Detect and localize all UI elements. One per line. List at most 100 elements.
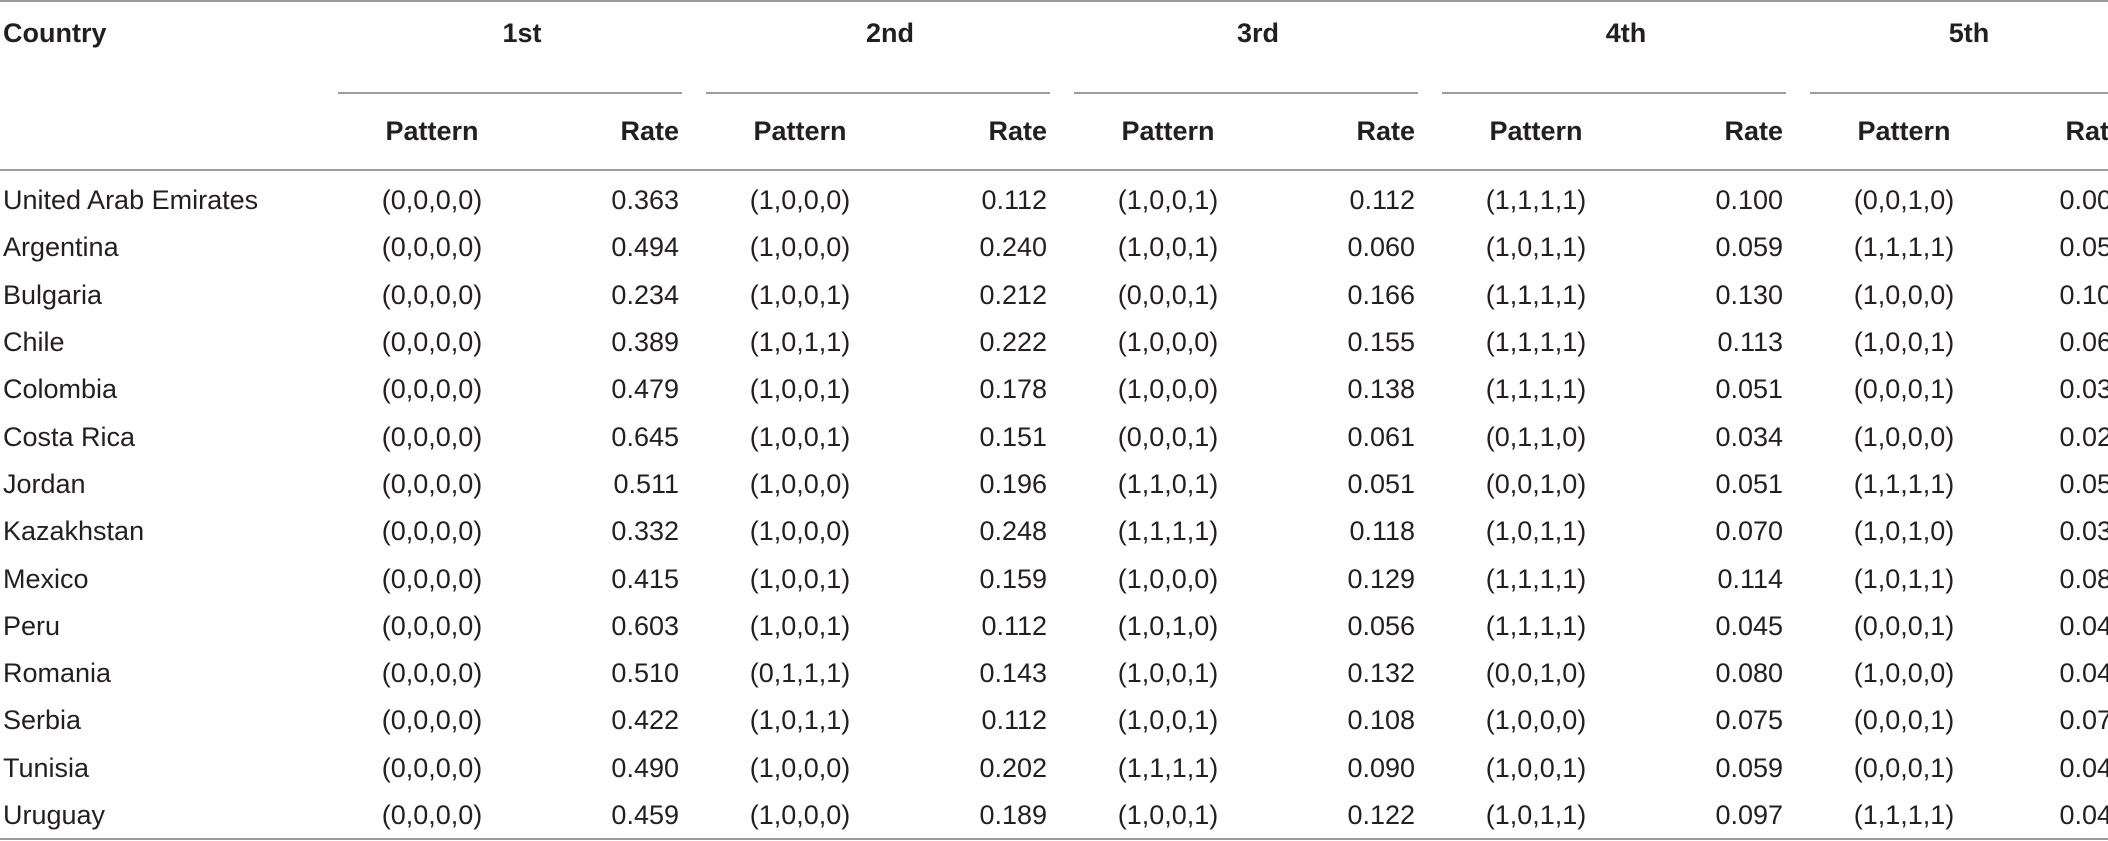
rate-cell: 0.389 bbox=[611, 327, 679, 358]
pattern-cell: (1,0,0,0) bbox=[749, 185, 851, 216]
pattern-cell: (1,0,0,1) bbox=[749, 421, 851, 452]
rate-cell: 0.097 bbox=[1715, 800, 1784, 830]
rate-cell: 0.100 bbox=[1715, 185, 1784, 216]
rate-cell: 0.132 bbox=[1347, 658, 1416, 689]
group-underline bbox=[1810, 92, 2108, 94]
pattern-cell: (1,0,0,0) bbox=[1117, 327, 1219, 358]
pattern-cell: (1,0,0,1) bbox=[1117, 705, 1219, 736]
rate-cell: 0.051 bbox=[1347, 468, 1416, 499]
table-row: Jordan (0,0,0,0) 0.511 (1,0,0,0) 0.196 (1,1,0… bbox=[0, 461, 2108, 508]
country-cell: Chile bbox=[3, 327, 65, 358]
rate-cell: 0.234 bbox=[611, 279, 679, 310]
country-cell: Costa Rica bbox=[3, 421, 136, 452]
pattern-cell: (1,0,0,0) bbox=[1117, 374, 1219, 405]
rate-cell: 0.033 bbox=[2059, 516, 2108, 547]
rate-cell: 0.025 bbox=[2059, 421, 2108, 452]
table-row: Uruguay (0,0,0,0) 0.459 (1,0,0,0) 0.189 (1,0,… bbox=[0, 792, 2108, 839]
country-cell: Tunisia bbox=[3, 752, 90, 783]
rate-cell: 0.159 bbox=[979, 563, 1048, 594]
pattern-cell: (1,0,0,1) bbox=[749, 279, 851, 310]
pattern-cell: (1,1,1,1) bbox=[1485, 610, 1587, 641]
pattern-cell: (1,0,1,0) bbox=[1117, 610, 1219, 641]
rate-subheader: Rate bbox=[526, 94, 706, 171]
rate-cell: 0.051 bbox=[1715, 374, 1784, 405]
group-header-row: Country 1st 2nd 3rd 4th 5 bbox=[0, 0, 2108, 94]
pattern-cell: (1,0,0,0) bbox=[749, 800, 851, 830]
rate-cell: 0.073 bbox=[2059, 705, 2108, 736]
group-header-5th: 5th bbox=[1810, 0, 2108, 94]
rate-cell: 0.248 bbox=[979, 516, 1048, 547]
pattern-cell: (0,0,0,0) bbox=[381, 232, 483, 263]
pattern-cell: (0,0,0,0) bbox=[381, 421, 483, 452]
rate-cell: 0.196 bbox=[979, 468, 1048, 499]
rate-cell: 0.422 bbox=[611, 705, 679, 736]
pattern-cell: (1,0,0,0) bbox=[1853, 658, 1955, 689]
pattern-cell: (1,1,1,1) bbox=[1117, 516, 1219, 547]
rate-cell: 0.202 bbox=[979, 752, 1048, 783]
pattern-subheader: Pattern bbox=[706, 94, 894, 171]
pattern-cell: (0,0,0,0) bbox=[381, 705, 483, 736]
pattern-cell: (0,0,1,0) bbox=[1853, 185, 1955, 216]
pattern-cell: (1,0,0,0) bbox=[749, 232, 851, 263]
table-row: Costa Rica (0,0,0,0) 0.645 (1,0,0,1) 0.151 (0… bbox=[0, 413, 2108, 460]
pattern-cell: (1,1,1,1) bbox=[1485, 279, 1587, 310]
rate-cell: 0.113 bbox=[1717, 327, 1784, 358]
pattern-cell: (1,1,1,1) bbox=[1853, 232, 1955, 263]
country-cell: Romania bbox=[3, 658, 112, 689]
rate-cell: 0.040 bbox=[2059, 610, 2108, 641]
country-cell: Bulgaria bbox=[3, 279, 103, 310]
pattern-cell: (1,0,0,1) bbox=[1853, 327, 1955, 358]
pattern-cell: (0,0,0,0) bbox=[381, 516, 483, 547]
group-header-3rd: 3rd bbox=[1074, 0, 1442, 94]
pattern-cell: (0,0,0,1) bbox=[1117, 279, 1219, 310]
pattern-cell: (1,1,1,1) bbox=[1485, 563, 1587, 594]
rate-cell: 0.118 bbox=[1349, 516, 1416, 547]
country-cell: Uruguay bbox=[3, 800, 106, 830]
pattern-cell: (1,0,1,0) bbox=[1853, 516, 1955, 547]
pattern-cell: (1,0,0,0) bbox=[1853, 421, 1955, 452]
country-subheader-empty bbox=[0, 94, 338, 171]
rate-cell: 0.112 bbox=[981, 705, 1048, 736]
rate-cell: 0.108 bbox=[1347, 705, 1416, 736]
pattern-cell: (1,0,0,1) bbox=[1117, 232, 1219, 263]
table-row: United Arab Emirates (0,0,0,0) 0.363 (1,0,0… bbox=[0, 170, 2108, 224]
table-bottom-rule bbox=[0, 838, 2108, 840]
pattern-cell: (1,1,1,1) bbox=[1853, 800, 1955, 830]
country-cell: Jordan bbox=[3, 468, 86, 499]
rate-cell: 0.511 bbox=[613, 468, 679, 499]
pattern-cell: (1,0,1,1) bbox=[1853, 563, 1955, 594]
rate-cell: 0.051 bbox=[2059, 468, 2108, 499]
rate-cell: 0.122 bbox=[1347, 800, 1416, 830]
country-cell: Colombia bbox=[3, 374, 118, 405]
pattern-cell: (1,0,0,1) bbox=[749, 563, 851, 594]
pattern-subheader: Pattern bbox=[1074, 94, 1263, 171]
rate-cell: 0.114 bbox=[1717, 563, 1784, 594]
sub-header-row: Pattern Rate Pattern Rate Pattern Rate P… bbox=[0, 94, 2108, 171]
group-header-label: 2nd bbox=[866, 18, 915, 48]
group-underline bbox=[1074, 92, 1419, 94]
pattern-cell: (0,0,0,0) bbox=[381, 185, 483, 216]
pattern-cell: (1,0,0,0) bbox=[749, 752, 851, 783]
rate-cell: 0.459 bbox=[611, 800, 679, 830]
pattern-cell: (0,0,0,0) bbox=[381, 610, 483, 641]
pattern-cell: (0,0,0,1) bbox=[1853, 610, 1955, 641]
group-header-label: 5th bbox=[1948, 18, 1990, 48]
rate-cell: 0.048 bbox=[2059, 658, 2108, 689]
rate-cell: 0.240 bbox=[979, 232, 1048, 263]
group-header-1st: 1st bbox=[338, 0, 706, 94]
country-cell: Mexico bbox=[3, 563, 89, 594]
rate-cell: 0.222 bbox=[979, 327, 1048, 358]
group-header-2nd: 2nd bbox=[706, 0, 1074, 94]
rate-cell: 0.007 bbox=[2059, 185, 2108, 216]
pattern-cell: (0,0,0,0) bbox=[381, 468, 483, 499]
pattern-cell: (0,0,0,1) bbox=[1117, 421, 1219, 452]
rate-cell: 0.090 bbox=[1347, 752, 1416, 783]
rate-cell: 0.138 bbox=[1347, 374, 1416, 405]
pattern-cell: (1,0,1,1) bbox=[749, 327, 851, 358]
pattern-cell: (0,0,1,0) bbox=[1485, 658, 1587, 689]
pattern-cell: (0,0,0,0) bbox=[381, 279, 483, 310]
rate-subheader: Rate bbox=[894, 94, 1075, 171]
group-header-label: 1st bbox=[502, 18, 542, 48]
rate-cell: 0.049 bbox=[2059, 800, 2108, 830]
